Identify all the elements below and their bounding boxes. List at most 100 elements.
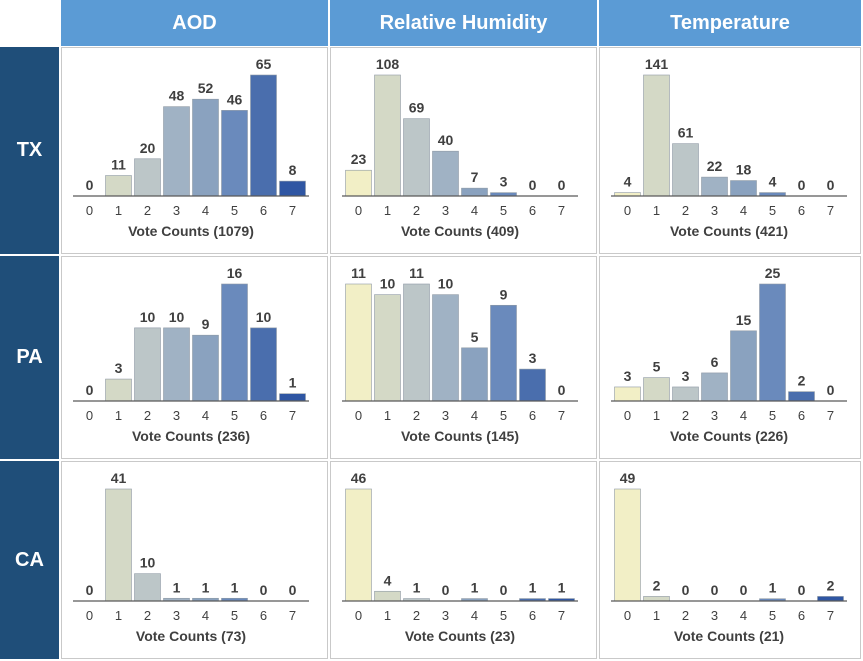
bar-tx-temperature-2	[672, 143, 699, 197]
row-header-tx: TX	[0, 47, 59, 254]
tick-label-ca-aod-0: 0	[86, 608, 93, 623]
tick-label-ca-aod-6: 6	[260, 608, 267, 623]
value-label-tx-aod-4: 52	[198, 80, 214, 96]
tick-label-pa-aod-1: 1	[115, 408, 122, 423]
value-label-tx-temperature-5: 4	[769, 174, 777, 190]
value-label-ca-temperature-2: 0	[682, 582, 690, 598]
tick-label-pa-relative-humidity-3: 3	[442, 408, 449, 423]
tick-label-tx-relative-humidity-5: 5	[500, 203, 507, 218]
value-label-pa-temperature-7: 0	[827, 382, 835, 398]
column-header-aod: AOD	[61, 0, 328, 46]
bar-tx-aod-5	[221, 110, 248, 197]
value-label-tx-relative-humidity-3: 40	[438, 132, 454, 148]
value-label-tx-relative-humidity-0: 23	[351, 151, 367, 167]
value-label-ca-aod-6: 0	[260, 582, 268, 598]
value-label-tx-relative-humidity-7: 0	[558, 177, 566, 193]
bar-pa-relative-humidity-2	[403, 283, 430, 402]
bar-pa-relative-humidity-1	[374, 294, 401, 402]
value-label-ca-temperature-4: 0	[740, 582, 748, 598]
tick-label-ca-temperature-7: 7	[827, 608, 834, 623]
value-label-tx-aod-3: 48	[169, 88, 185, 104]
value-label-ca-temperature-1: 2	[653, 577, 661, 593]
tick-label-pa-temperature-3: 3	[711, 408, 718, 423]
tick-label-ca-aod-1: 1	[115, 608, 122, 623]
x-axis-label-ca-relative-humidity: Vote Counts (23)	[405, 628, 515, 644]
bar-tx-aod-2	[134, 158, 161, 197]
tick-label-pa-aod-0: 0	[86, 408, 93, 423]
bar-tx-aod-6	[250, 74, 277, 197]
tick-label-ca-temperature-4: 4	[740, 608, 747, 623]
bar-pa-temperature-0	[614, 386, 641, 402]
tick-label-tx-relative-humidity-2: 2	[413, 203, 420, 218]
tick-label-ca-aod-7: 7	[289, 608, 296, 623]
tick-label-ca-temperature-6: 6	[798, 608, 805, 623]
tick-label-pa-temperature-0: 0	[624, 408, 631, 423]
value-label-pa-relative-humidity-1: 10	[380, 276, 396, 292]
value-label-pa-aod-7: 1	[289, 375, 297, 391]
value-label-pa-temperature-2: 3	[682, 368, 690, 384]
tick-label-tx-aod-5: 5	[231, 203, 238, 218]
bar-pa-temperature-2	[672, 386, 699, 402]
x-axis-label-pa-temperature: Vote Counts (226)	[670, 428, 788, 444]
value-label-tx-relative-humidity-5: 3	[500, 174, 508, 190]
bar-tx-relative-humidity-2	[403, 118, 430, 197]
tick-label-ca-aod-5: 5	[231, 608, 238, 623]
value-label-pa-relative-humidity-0: 11	[351, 265, 366, 281]
value-label-ca-temperature-3: 0	[711, 582, 719, 598]
value-label-tx-relative-humidity-2: 69	[409, 100, 425, 116]
value-label-ca-aod-7: 0	[289, 582, 297, 598]
value-label-tx-temperature-0: 4	[624, 174, 632, 190]
bar-pa-relative-humidity-4	[461, 347, 488, 402]
x-axis-label-pa-aod: Vote Counts (236)	[132, 428, 250, 444]
value-label-tx-temperature-1: 141	[645, 56, 669, 72]
bar-tx-aod-4	[192, 98, 219, 197]
tick-label-tx-temperature-0: 0	[624, 203, 631, 218]
x-axis-label-tx-temperature: Vote Counts (421)	[670, 223, 788, 239]
value-label-pa-aod-3: 10	[169, 309, 185, 325]
tick-label-ca-aod-3: 3	[173, 608, 180, 623]
tick-label-pa-temperature-4: 4	[740, 408, 747, 423]
tick-label-tx-aod-0: 0	[86, 203, 93, 218]
tick-label-tx-relative-humidity-0: 0	[355, 203, 362, 218]
value-label-ca-aod-4: 1	[202, 579, 210, 595]
column-header-temperature: Temperature	[599, 0, 861, 46]
value-label-pa-relative-humidity-2: 11	[409, 265, 424, 281]
value-label-pa-aod-4: 9	[202, 316, 210, 332]
tick-label-ca-temperature-2: 2	[682, 608, 689, 623]
value-label-ca-aod-2: 10	[140, 555, 156, 571]
x-axis-label-tx-relative-humidity: Vote Counts (409)	[401, 223, 519, 239]
bar-pa-aod-4	[192, 334, 219, 402]
row-header-ca: CA	[0, 461, 59, 659]
value-label-tx-relative-humidity-6: 0	[529, 177, 537, 193]
bar-pa-aod-7	[279, 393, 306, 402]
value-label-pa-temperature-5: 25	[765, 265, 781, 281]
bar-tx-temperature-4	[730, 180, 757, 197]
bar-ca-relative-humidity-0	[345, 488, 372, 602]
bar-pa-aod-5	[221, 283, 248, 402]
tick-label-pa-aod-4: 4	[202, 408, 209, 423]
tick-label-ca-relative-humidity-7: 7	[558, 608, 565, 623]
bar-pa-relative-humidity-6	[519, 368, 546, 402]
value-label-tx-aod-1: 11	[111, 157, 126, 173]
panel-pa-temperature	[599, 256, 861, 459]
value-label-pa-relative-humidity-6: 3	[529, 350, 537, 366]
bar-tx-aod-1	[105, 175, 132, 197]
tick-label-tx-temperature-5: 5	[769, 203, 776, 218]
bar-tx-aod-3	[163, 106, 190, 197]
tick-label-tx-relative-humidity-6: 6	[529, 203, 536, 218]
row-header-pa: PA	[0, 256, 59, 459]
value-label-ca-temperature-6: 0	[798, 582, 806, 598]
tick-label-tx-aod-1: 1	[115, 203, 122, 218]
value-label-pa-temperature-6: 2	[798, 373, 806, 389]
tick-label-pa-temperature-5: 5	[769, 408, 776, 423]
tick-label-tx-aod-7: 7	[289, 203, 296, 218]
tick-label-pa-temperature-1: 1	[653, 408, 660, 423]
tick-label-ca-relative-humidity-2: 2	[413, 608, 420, 623]
bar-pa-aod-1	[105, 378, 132, 402]
value-label-ca-relative-humidity-7: 1	[558, 580, 566, 596]
bar-pa-aod-6	[250, 327, 277, 402]
tick-label-tx-temperature-7: 7	[827, 203, 834, 218]
tick-label-pa-relative-humidity-0: 0	[355, 408, 362, 423]
x-axis-label-tx-aod: Vote Counts (1079)	[128, 223, 254, 239]
value-label-tx-temperature-4: 18	[736, 162, 752, 178]
